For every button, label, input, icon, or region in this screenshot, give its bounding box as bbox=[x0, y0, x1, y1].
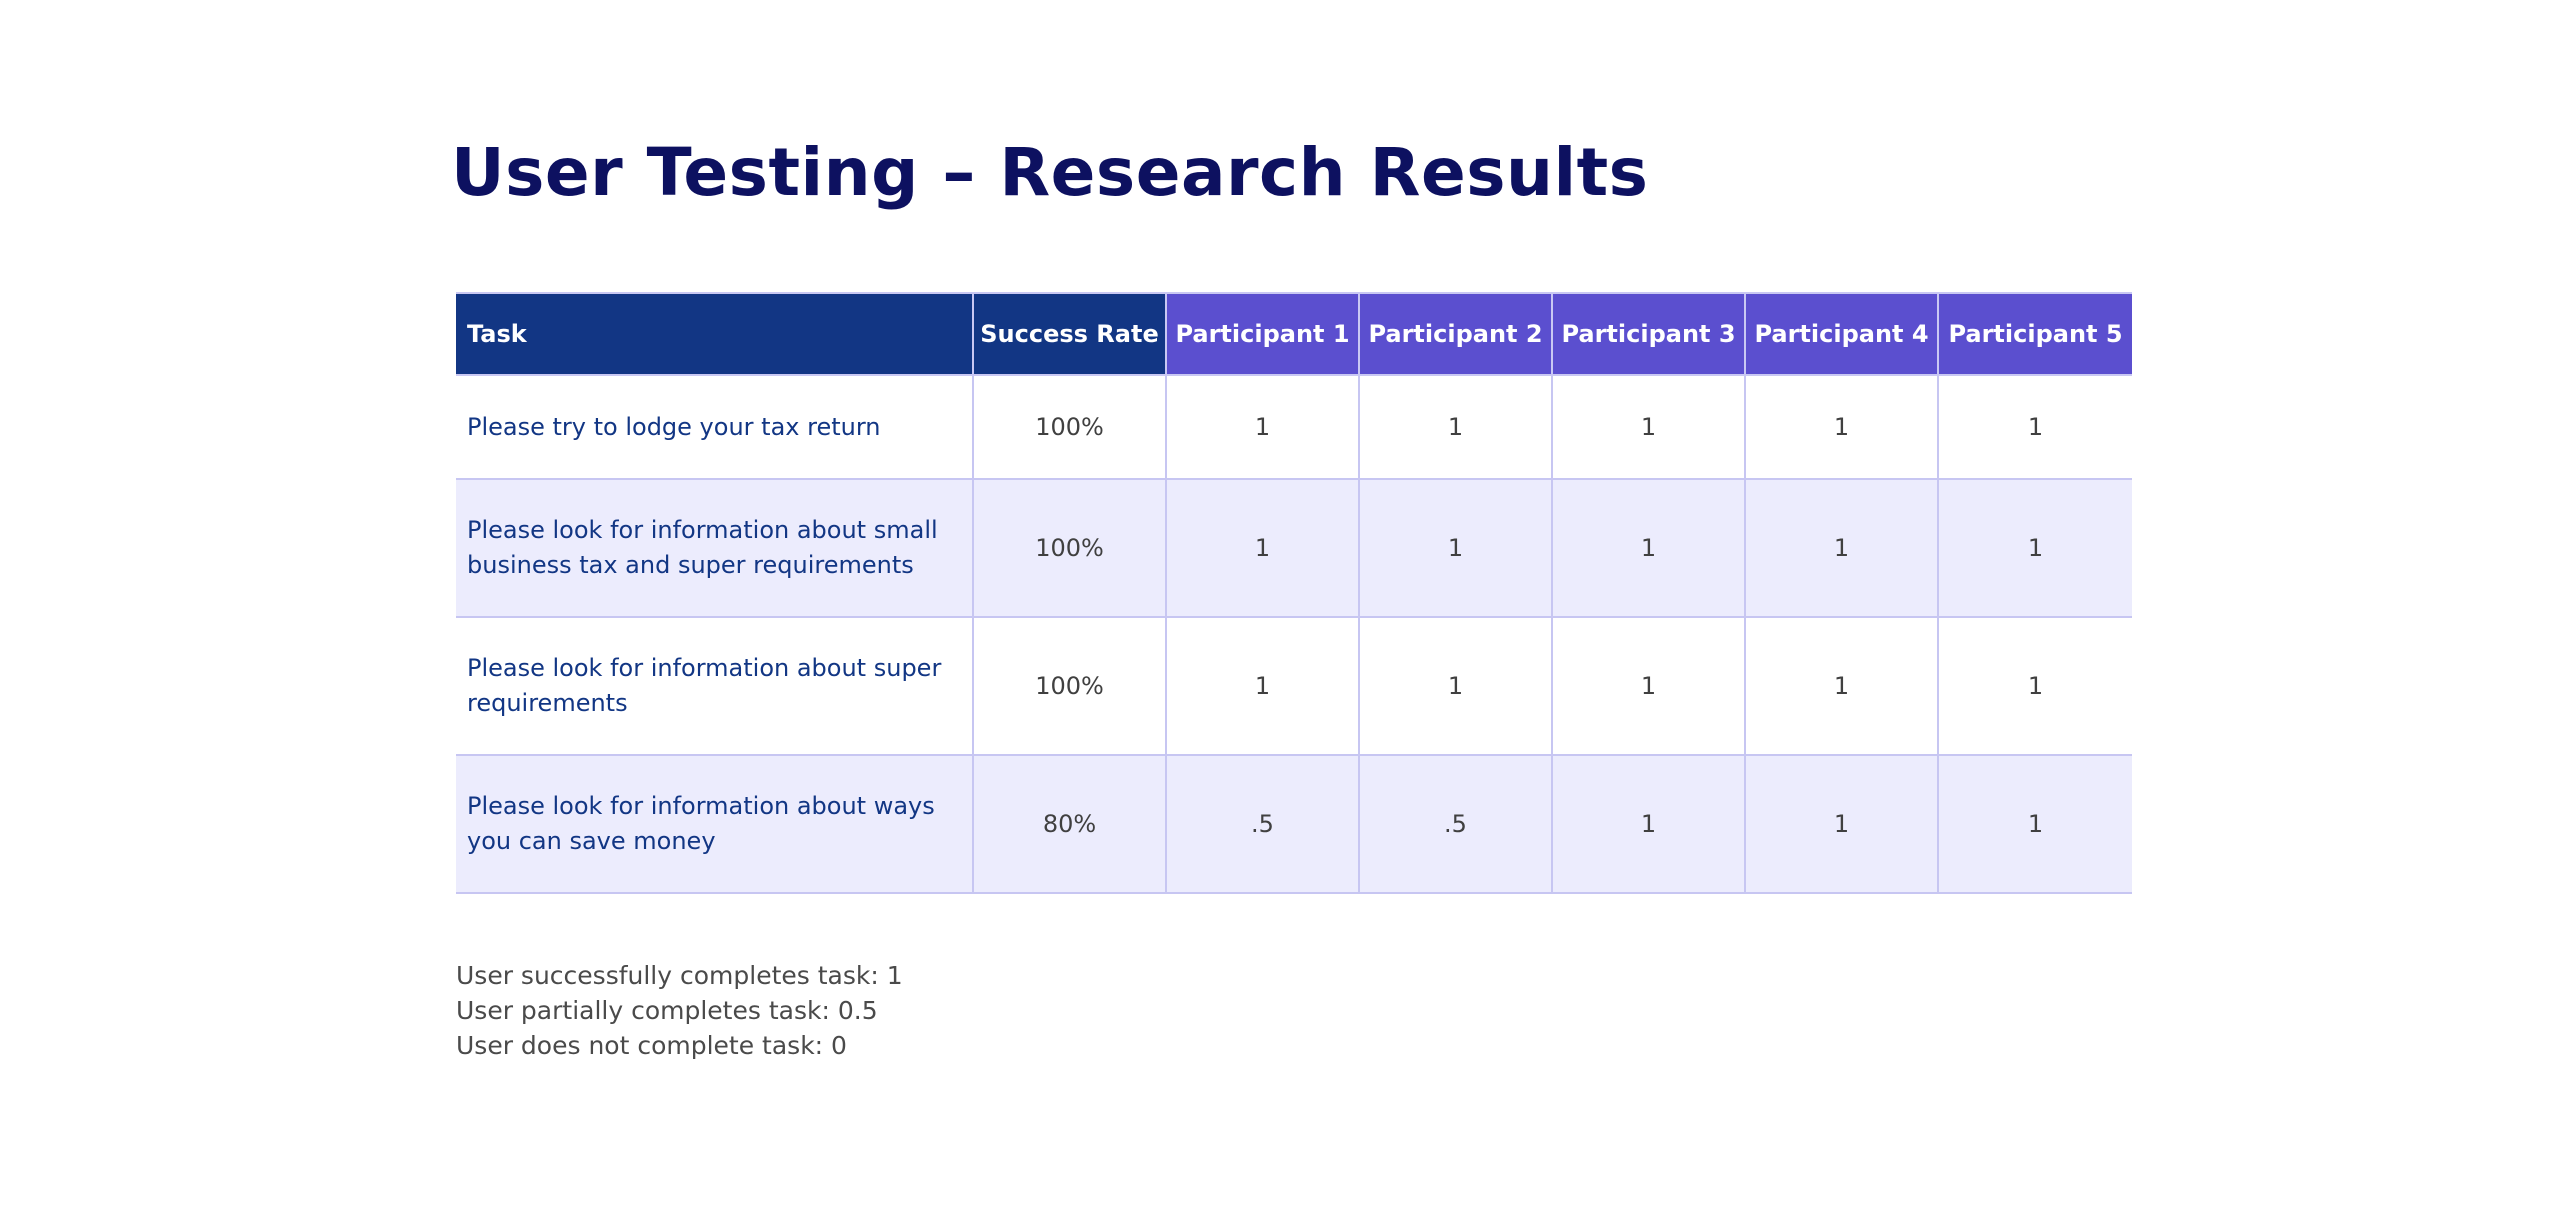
page-title: User Testing – Research Results bbox=[451, 134, 1649, 211]
header-participant-4: Participant 4 bbox=[1744, 292, 1939, 376]
success-rate-cell: 80% bbox=[972, 754, 1167, 894]
score-cell: 1 bbox=[1551, 374, 1746, 480]
table-row: Please try to lodge your tax return 100%… bbox=[456, 374, 2132, 480]
legend-item-not-complete: User does not complete task: 0 bbox=[456, 1031, 847, 1060]
success-rate-cell: 100% bbox=[972, 374, 1167, 480]
scoring-legend: User successfully completes task: 1 User… bbox=[456, 958, 903, 1063]
table-header-row: Task Success Rate Participant 1 Particip… bbox=[456, 292, 2132, 376]
score-cell: 1 bbox=[1937, 754, 2132, 894]
header-task: Task bbox=[456, 292, 974, 376]
task-cell: Please look for information about small … bbox=[456, 478, 974, 618]
score-cell: 1 bbox=[1937, 374, 2132, 480]
table-row: Please look for information about small … bbox=[456, 478, 2132, 618]
score-cell: 1 bbox=[1165, 478, 1360, 618]
header-participant-1: Participant 1 bbox=[1165, 292, 1360, 376]
table-row: Please look for information about super … bbox=[456, 616, 2132, 756]
score-cell: 1 bbox=[1358, 616, 1553, 756]
success-rate-cell: 100% bbox=[972, 478, 1167, 618]
score-cell: 1 bbox=[1744, 478, 1939, 618]
score-cell: 1 bbox=[1744, 616, 1939, 756]
score-cell: 1 bbox=[1551, 754, 1746, 894]
header-success-rate: Success Rate bbox=[972, 292, 1167, 376]
score-cell: .5 bbox=[1358, 754, 1553, 894]
task-cell: Please look for information about ways y… bbox=[456, 754, 974, 894]
legend-item-partial: User partially completes task: 0.5 bbox=[456, 996, 878, 1025]
score-cell: 1 bbox=[1551, 478, 1746, 618]
score-cell: 1 bbox=[1551, 616, 1746, 756]
header-participant-5: Participant 5 bbox=[1937, 292, 2132, 376]
score-cell: 1 bbox=[1165, 374, 1360, 480]
score-cell: 1 bbox=[1165, 616, 1360, 756]
score-cell: 1 bbox=[1358, 478, 1553, 618]
header-participant-2: Participant 2 bbox=[1358, 292, 1553, 376]
task-cell: Please look for information about super … bbox=[456, 616, 974, 756]
score-cell: 1 bbox=[1937, 616, 2132, 756]
table-row: Please look for information about ways y… bbox=[456, 754, 2132, 894]
legend-item-complete: User successfully completes task: 1 bbox=[456, 961, 903, 990]
header-participant-3: Participant 3 bbox=[1551, 292, 1746, 376]
score-cell: .5 bbox=[1165, 754, 1360, 894]
score-cell: 1 bbox=[1937, 478, 2132, 618]
score-cell: 1 bbox=[1744, 754, 1939, 894]
score-cell: 1 bbox=[1358, 374, 1553, 480]
results-table: Task Success Rate Participant 1 Particip… bbox=[456, 292, 2132, 894]
task-cell: Please try to lodge your tax return bbox=[456, 374, 974, 480]
success-rate-cell: 100% bbox=[972, 616, 1167, 756]
score-cell: 1 bbox=[1744, 374, 1939, 480]
